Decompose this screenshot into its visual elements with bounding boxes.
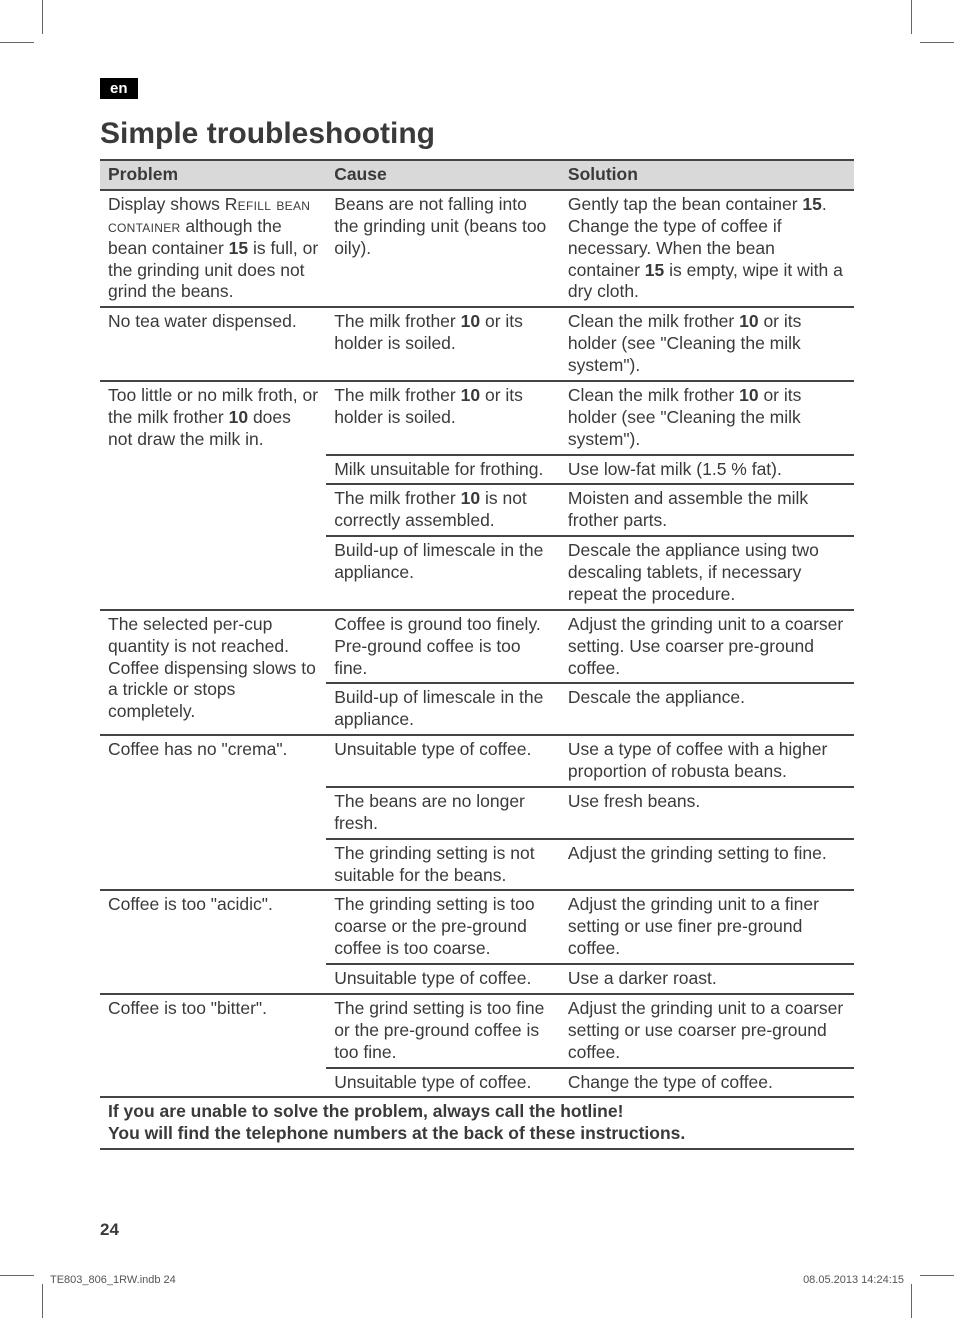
cell-solution: Use a type of coffee with a higher propo… xyxy=(560,735,854,787)
cell-problem: Display shows Refill bean container alth… xyxy=(100,190,326,307)
troubleshooting-table: Problem Cause Solution Display shows Ref… xyxy=(100,159,854,1150)
cell-cause: The grind setting is too fine or the pre… xyxy=(326,994,560,1068)
cell-cause: Coffee is ground too finely. Pre-ground … xyxy=(326,610,560,684)
cell-cause: The milk frother 10 or its holder is soi… xyxy=(326,381,560,455)
cell-solution: Gently tap the bean container 15. Change… xyxy=(560,190,854,307)
cell-solution: Change the type of coffee. xyxy=(560,1068,854,1098)
language-badge: en xyxy=(100,78,138,99)
print-timestamp: 08.05.2013 14:24:15 xyxy=(803,1274,904,1286)
cell-cause: The grinding setting is too coarse or th… xyxy=(326,890,560,964)
table-footer-row: If you are unable to solve the problem, … xyxy=(100,1097,854,1149)
page-title: Simple troubleshooting xyxy=(100,117,854,151)
cell-solution: Use a darker roast. xyxy=(560,964,854,994)
cell-cause: Unsuitable type of coffee. xyxy=(326,735,560,787)
cell-solution: Descale the appliance using two descalin… xyxy=(560,536,854,610)
cell-solution: Clean the milk frother 10 or its holder … xyxy=(560,381,854,455)
cell-problem: No tea water dispensed. xyxy=(100,307,326,381)
footer-note: If you are unable to solve the problem, … xyxy=(100,1097,854,1149)
cell-problem: Coffee has no "crema". xyxy=(100,735,326,890)
table-row: The selected per-cup quantity is not rea… xyxy=(100,610,854,684)
cell-cause: The beans are no longer fresh. xyxy=(326,787,560,839)
cell-cause: Build-up of limescale in the appliance. xyxy=(326,536,560,610)
cell-solution: Adjust the grinding unit to a finer sett… xyxy=(560,890,854,964)
page-content: en Simple troubleshooting Problem Cause … xyxy=(100,78,854,1150)
page-number: 24 xyxy=(100,1220,119,1240)
table-row: Coffee is too "bitter".The grind setting… xyxy=(100,994,854,1068)
table-row: Coffee is too "acidic".The grinding sett… xyxy=(100,890,854,964)
col-solution: Solution xyxy=(560,160,854,190)
cell-solution: Moisten and assemble the milk frother pa… xyxy=(560,484,854,536)
print-metadata: TE803_806_1RW.indb 24 08.05.2013 14:24:1… xyxy=(50,1274,904,1286)
cell-cause: Milk unsuitable for frothing. xyxy=(326,455,560,485)
table-row: Coffee has no "crema".Unsuitable type of… xyxy=(100,735,854,787)
cell-cause: Beans are not falling into the grinding … xyxy=(326,190,560,307)
table-row: Too little or no milk froth, or the milk… xyxy=(100,381,854,455)
print-filename: TE803_806_1RW.indb 24 xyxy=(50,1274,176,1286)
cell-solution: Adjust the grinding unit to a coarser se… xyxy=(560,610,854,684)
cell-problem: The selected per-cup quantity is not rea… xyxy=(100,610,326,735)
cell-problem: Coffee is too "bitter". xyxy=(100,994,326,1098)
cell-cause: The milk frother 10 or its holder is soi… xyxy=(326,307,560,381)
cell-problem: Coffee is too "acidic". xyxy=(100,890,326,994)
cell-solution: Descale the appliance. xyxy=(560,683,854,735)
table-row: Display shows Refill bean container alth… xyxy=(100,190,854,307)
cell-cause: The milk frother 10 is not correctly ass… xyxy=(326,484,560,536)
table-row: No tea water dispensed.The milk frother … xyxy=(100,307,854,381)
cell-cause: Unsuitable type of coffee. xyxy=(326,964,560,994)
col-cause: Cause xyxy=(326,160,560,190)
cell-cause: Build-up of limescale in the appliance. xyxy=(326,683,560,735)
cell-solution: Use fresh beans. xyxy=(560,787,854,839)
cell-problem: Too little or no milk froth, or the milk… xyxy=(100,381,326,610)
cell-solution: Use low-fat milk (1.5 % fat). xyxy=(560,455,854,485)
cell-cause: The grinding setting is not suitable for… xyxy=(326,839,560,891)
cell-cause: Unsuitable type of coffee. xyxy=(326,1068,560,1098)
cell-solution: Adjust the grinding setting to fine. xyxy=(560,839,854,891)
table-header-row: Problem Cause Solution xyxy=(100,160,854,190)
cell-solution: Clean the milk frother 10 or its holder … xyxy=(560,307,854,381)
cell-solution: Adjust the grinding unit to a coarser se… xyxy=(560,994,854,1068)
col-problem: Problem xyxy=(100,160,326,190)
